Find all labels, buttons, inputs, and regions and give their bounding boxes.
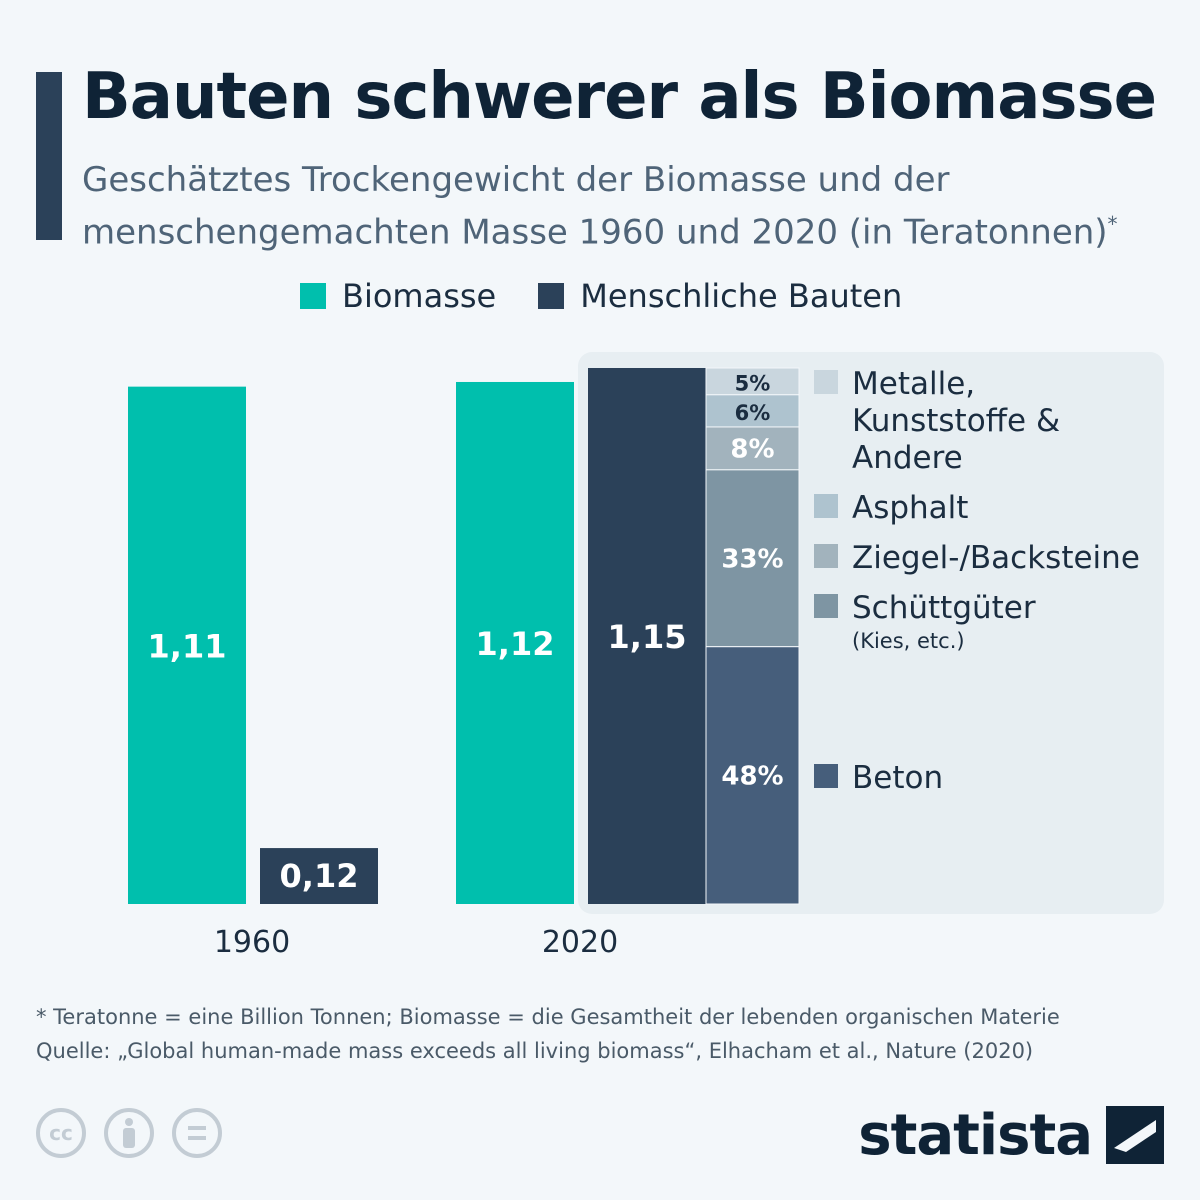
- bar-menschliche-bauten-2020: [588, 368, 706, 904]
- subtitle-line-2: menschengemachten Masse 1960 und 2020 (i…: [82, 212, 1108, 253]
- breakdown-label-metalle-1: Kunststoffe &: [852, 403, 1060, 439]
- subtitle-line-1: Geschätztes Trockengewicht der Biomasse …: [82, 160, 950, 200]
- footnote: * Teratonne = eine Billion Tonnen; Bioma…: [36, 1000, 1176, 1068]
- bar-biomasse-2020: [456, 381, 574, 904]
- chart-title: Bauten schwerer als Biomasse: [82, 60, 1157, 134]
- legend-label-biomasse: Biomasse: [342, 277, 497, 315]
- breakdown-swatch-ziegel-backsteine: [814, 544, 838, 568]
- chart-subtitle: Geschätztes Trockengewicht der Biomasse …: [82, 158, 1182, 254]
- legend-swatch-bauten: [538, 283, 565, 309]
- segment-percent-asphalt: 6%: [735, 401, 771, 425]
- segment-ziegel-backsteine: [705, 426, 800, 471]
- x-tick-label-1960: 1960: [214, 925, 290, 960]
- subtitle-footnote-mark: *: [1107, 212, 1118, 236]
- cc-label: cc: [49, 1121, 73, 1145]
- breakdown-swatch-schüttgüter: [814, 594, 838, 618]
- breakdown-swatch-asphalt: [814, 494, 838, 518]
- legend-label-bauten: Menschliche Bauten: [580, 277, 903, 315]
- bar-chart: 1,11 0,12 1960 1,12 1,15 2020 5% Metalle,Kunsts…: [128, 352, 1164, 960]
- legend: Biomasse Menschliche Bauten: [300, 274, 944, 318]
- segment-beton: [705, 646, 800, 905]
- legend-item-bauten: Menschliche Bauten: [538, 277, 902, 315]
- breakdown-label-metalle-2: Andere: [852, 440, 963, 476]
- footnote-source: Quelle: „Global human-made mass exceeds …: [36, 1039, 1034, 1063]
- breakdown-swatch-beton: [814, 764, 838, 788]
- breakdown-label-metalle: Metalle,: [852, 366, 975, 402]
- breakdown-label-ziegel-backsteine: Ziegel-/Backsteine: [852, 540, 1140, 576]
- bar-biomasse-1960: [128, 386, 246, 905]
- breakdown-swatch-metalle: [814, 370, 838, 394]
- data-label-menschliche-bauten-1960: 0,12: [280, 857, 359, 895]
- attribution-icon[interactable]: [104, 1108, 154, 1158]
- data-label-menschliche-bauten-2020: 1,15: [608, 618, 687, 656]
- segment-asphalt: [705, 394, 800, 428]
- creative-commons-icon[interactable]: cc: [36, 1108, 86, 1158]
- legend-swatch-biomasse: [300, 283, 326, 309]
- breakdown-label-asphalt: Asphalt: [852, 490, 968, 526]
- segment-percent-ziegel-backsteine: 8%: [730, 434, 774, 464]
- breakdown-label-beton: Beton: [852, 760, 943, 796]
- no-derivatives-icon[interactable]: [172, 1108, 222, 1158]
- segment-metalle: [705, 367, 800, 396]
- segment-percent-beton: 48%: [721, 761, 783, 791]
- legend-item-biomasse: Biomasse: [300, 277, 496, 315]
- statista-logo[interactable]: statista: [858, 1100, 1164, 1170]
- bar-menschliche-bauten-1960: [260, 848, 378, 904]
- statista-mark-icon: [1106, 1106, 1164, 1164]
- segment-percent-schüttgüter: 33%: [721, 544, 783, 574]
- brand-name: statista: [858, 1102, 1093, 1168]
- data-label-biomasse-2020: 1,12: [476, 625, 555, 663]
- title-accent-bar: [36, 72, 62, 240]
- breakdown-label-schüttgüter: Schüttgüter: [852, 590, 1036, 626]
- segment-schüttgüter: [705, 469, 800, 648]
- x-tick-label-2020: 2020: [542, 925, 618, 960]
- footnote-definition: * Teratonne = eine Billion Tonnen; Bioma…: [36, 1005, 1060, 1029]
- segment-percent-metalle: 5%: [735, 371, 771, 395]
- breakdown-sublabel-schüttgüter: (Kies, etc.): [852, 629, 965, 653]
- license-icons: cc: [36, 1108, 240, 1158]
- data-label-biomasse-1960: 1,11: [148, 627, 227, 665]
